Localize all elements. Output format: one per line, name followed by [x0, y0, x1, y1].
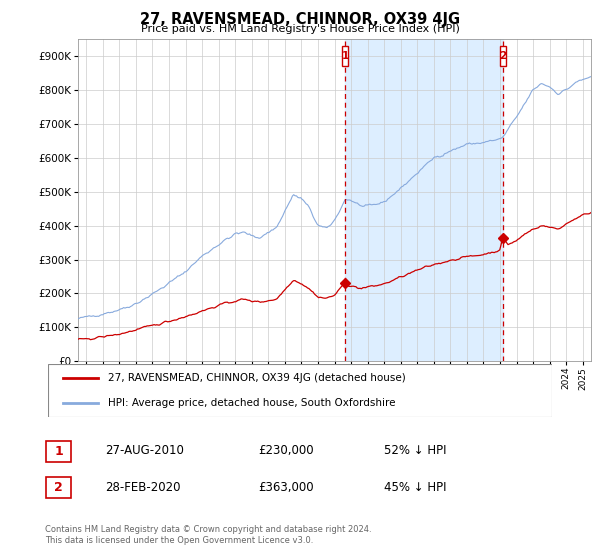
Text: 2: 2: [499, 51, 506, 61]
Text: Price paid vs. HM Land Registry's House Price Index (HPI): Price paid vs. HM Land Registry's House …: [140, 24, 460, 34]
Bar: [343, 46, 348, 66]
Bar: [345, 39, 503, 361]
Text: 1: 1: [341, 51, 349, 61]
Text: 1: 1: [54, 445, 63, 458]
Text: 27, RAVENSMEAD, CHINNOR, OX39 4JG (detached house): 27, RAVENSMEAD, CHINNOR, OX39 4JG (detac…: [109, 374, 406, 384]
Text: 27-AUG-2010: 27-AUG-2010: [105, 444, 184, 458]
Text: 27, RAVENSMEAD, CHINNOR, OX39 4JG: 27, RAVENSMEAD, CHINNOR, OX39 4JG: [140, 12, 460, 27]
Text: 2: 2: [54, 481, 63, 494]
Text: £363,000: £363,000: [258, 480, 314, 494]
Text: £230,000: £230,000: [258, 444, 314, 458]
Text: 28-FEB-2020: 28-FEB-2020: [105, 480, 181, 494]
Bar: [500, 46, 506, 66]
Text: 45% ↓ HPI: 45% ↓ HPI: [384, 480, 446, 494]
Text: Contains HM Land Registry data © Crown copyright and database right 2024.
This d: Contains HM Land Registry data © Crown c…: [45, 525, 371, 545]
Text: 52% ↓ HPI: 52% ↓ HPI: [384, 444, 446, 458]
Text: HPI: Average price, detached house, South Oxfordshire: HPI: Average price, detached house, Sout…: [109, 398, 396, 408]
